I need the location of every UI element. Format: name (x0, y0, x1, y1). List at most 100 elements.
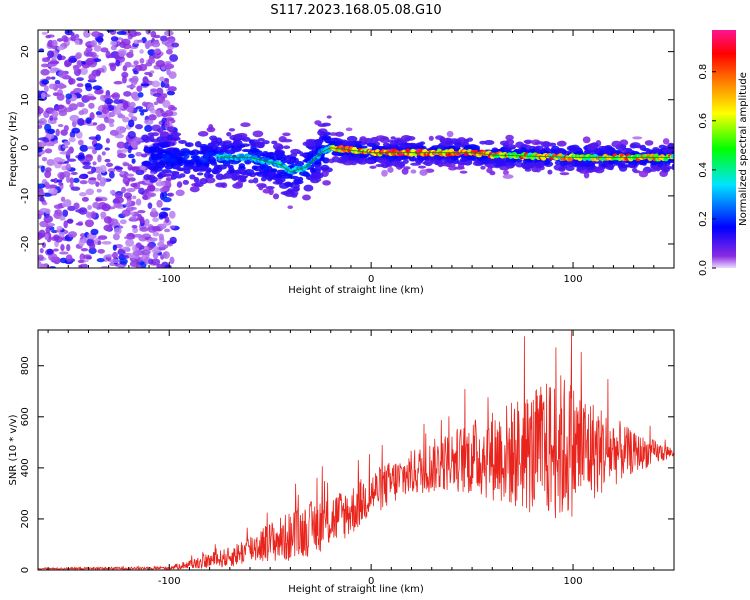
heatmap-cell (45, 132, 55, 140)
x-tick-label: 0 (368, 274, 374, 285)
heatmap-cell (400, 142, 407, 150)
heatmap-cell (43, 85, 49, 93)
heatmap-cell (121, 148, 128, 153)
heatmap-cell (321, 135, 332, 141)
heatmap-cell (57, 104, 65, 110)
heatmap-cell (40, 63, 49, 68)
heatmap-cell (418, 165, 426, 169)
y-tick-label: 600 (20, 407, 31, 426)
heatmap-cell (672, 158, 674, 163)
x-tick-label: -100 (158, 274, 181, 285)
heatmap-cell (286, 159, 292, 164)
heatmap-cell (116, 30, 127, 35)
heatmap-cell (175, 189, 185, 197)
heatmap-cell (357, 145, 368, 149)
heatmap-cell (505, 134, 514, 141)
heatmap-cell (74, 53, 82, 60)
heatmap-cell (164, 216, 170, 224)
heatmap-cell (83, 30, 91, 38)
colorbar-tick-label: 0.2 (698, 211, 709, 227)
heatmap-cell (109, 63, 117, 72)
spectrogram-heatmap (38, 30, 681, 268)
heatmap-cell (115, 126, 126, 134)
heatmap-cell (62, 209, 69, 217)
heatmap-cell (170, 132, 182, 137)
heatmap-cell (314, 166, 324, 171)
heatmap-cell (122, 246, 131, 251)
heatmap-cell (148, 114, 157, 121)
heatmap-cell (272, 143, 284, 151)
heatmap-cell (51, 110, 59, 118)
heatmap-cell (105, 138, 111, 144)
heatmap-cell (310, 178, 320, 184)
heatmap-cell (517, 147, 528, 154)
heatmap-cell (148, 135, 155, 142)
heatmap-cell (158, 141, 170, 148)
heatmap-cell (674, 150, 681, 155)
heatmap-cell (265, 185, 275, 190)
heatmap-cell (65, 254, 73, 263)
heatmap-cell (644, 140, 654, 146)
heatmap-cell (315, 138, 323, 146)
heatmap-cell (64, 160, 69, 164)
heatmap-cell (53, 177, 59, 184)
heatmap-cell (95, 181, 100, 187)
heatmap-cell (369, 165, 377, 169)
heatmap-cell (95, 134, 101, 142)
heatmap-cell (73, 87, 83, 94)
heatmap-cell (439, 137, 445, 143)
heatmap-cell (287, 188, 294, 193)
heatmap-cell (116, 141, 126, 149)
spectrogram-ylabel: Frequency (Hz) (8, 111, 19, 187)
heatmap-cell (228, 159, 240, 165)
heatmap-cell (388, 145, 398, 149)
heatmap-cell (148, 166, 154, 170)
heatmap-cell (247, 150, 258, 156)
heatmap-cell (135, 242, 142, 249)
heatmap-cell (113, 80, 123, 85)
snr-frame (37, 329, 675, 571)
heatmap-cell (483, 140, 495, 146)
heatmap-cell (658, 144, 666, 149)
heatmap-cell (291, 181, 302, 185)
heatmap-cell (131, 158, 136, 164)
heatmap-cell (480, 165, 486, 170)
heatmap-cell (122, 162, 130, 167)
heatmap-cell (49, 115, 54, 121)
heatmap-cell (129, 49, 134, 54)
heatmap-cell (45, 34, 52, 39)
heatmap-cell (41, 31, 48, 36)
heatmap-cell (44, 167, 52, 173)
heatmap-cell (125, 188, 136, 193)
heatmap-cell (267, 171, 277, 177)
heatmap-cell (480, 158, 490, 165)
heatmap-cell (662, 147, 673, 154)
heatmap-cell (76, 83, 84, 88)
heatmap-cell (148, 258, 154, 265)
heatmap-cell (130, 77, 138, 86)
heatmap-cell (96, 37, 104, 43)
heatmap-cell (334, 140, 343, 145)
heatmap-cell (56, 225, 63, 231)
heatmap-cell (189, 186, 200, 193)
heatmap-cell (290, 148, 301, 155)
heatmap-cell (66, 219, 74, 224)
heatmap-cell (84, 153, 94, 162)
heatmap-cell (169, 225, 176, 229)
heatmap-cell (579, 170, 588, 174)
heatmap-cell (132, 250, 142, 257)
heatmap-cell (608, 159, 615, 165)
heatmap-cell (158, 131, 169, 135)
heatmap-cell (145, 79, 150, 83)
heatmap-cell (79, 180, 88, 185)
heatmap-cell (76, 77, 84, 82)
heatmap-cell (271, 140, 278, 145)
heatmap-cell (38, 141, 47, 148)
y-tick-label: -20 (20, 236, 31, 252)
heatmap-cell (199, 155, 209, 163)
heatmap-cell (160, 81, 165, 88)
heatmap-cell (83, 49, 93, 57)
heatmap-cell (226, 131, 232, 137)
heatmap-cell (46, 248, 54, 255)
heatmap-cell (385, 160, 391, 168)
